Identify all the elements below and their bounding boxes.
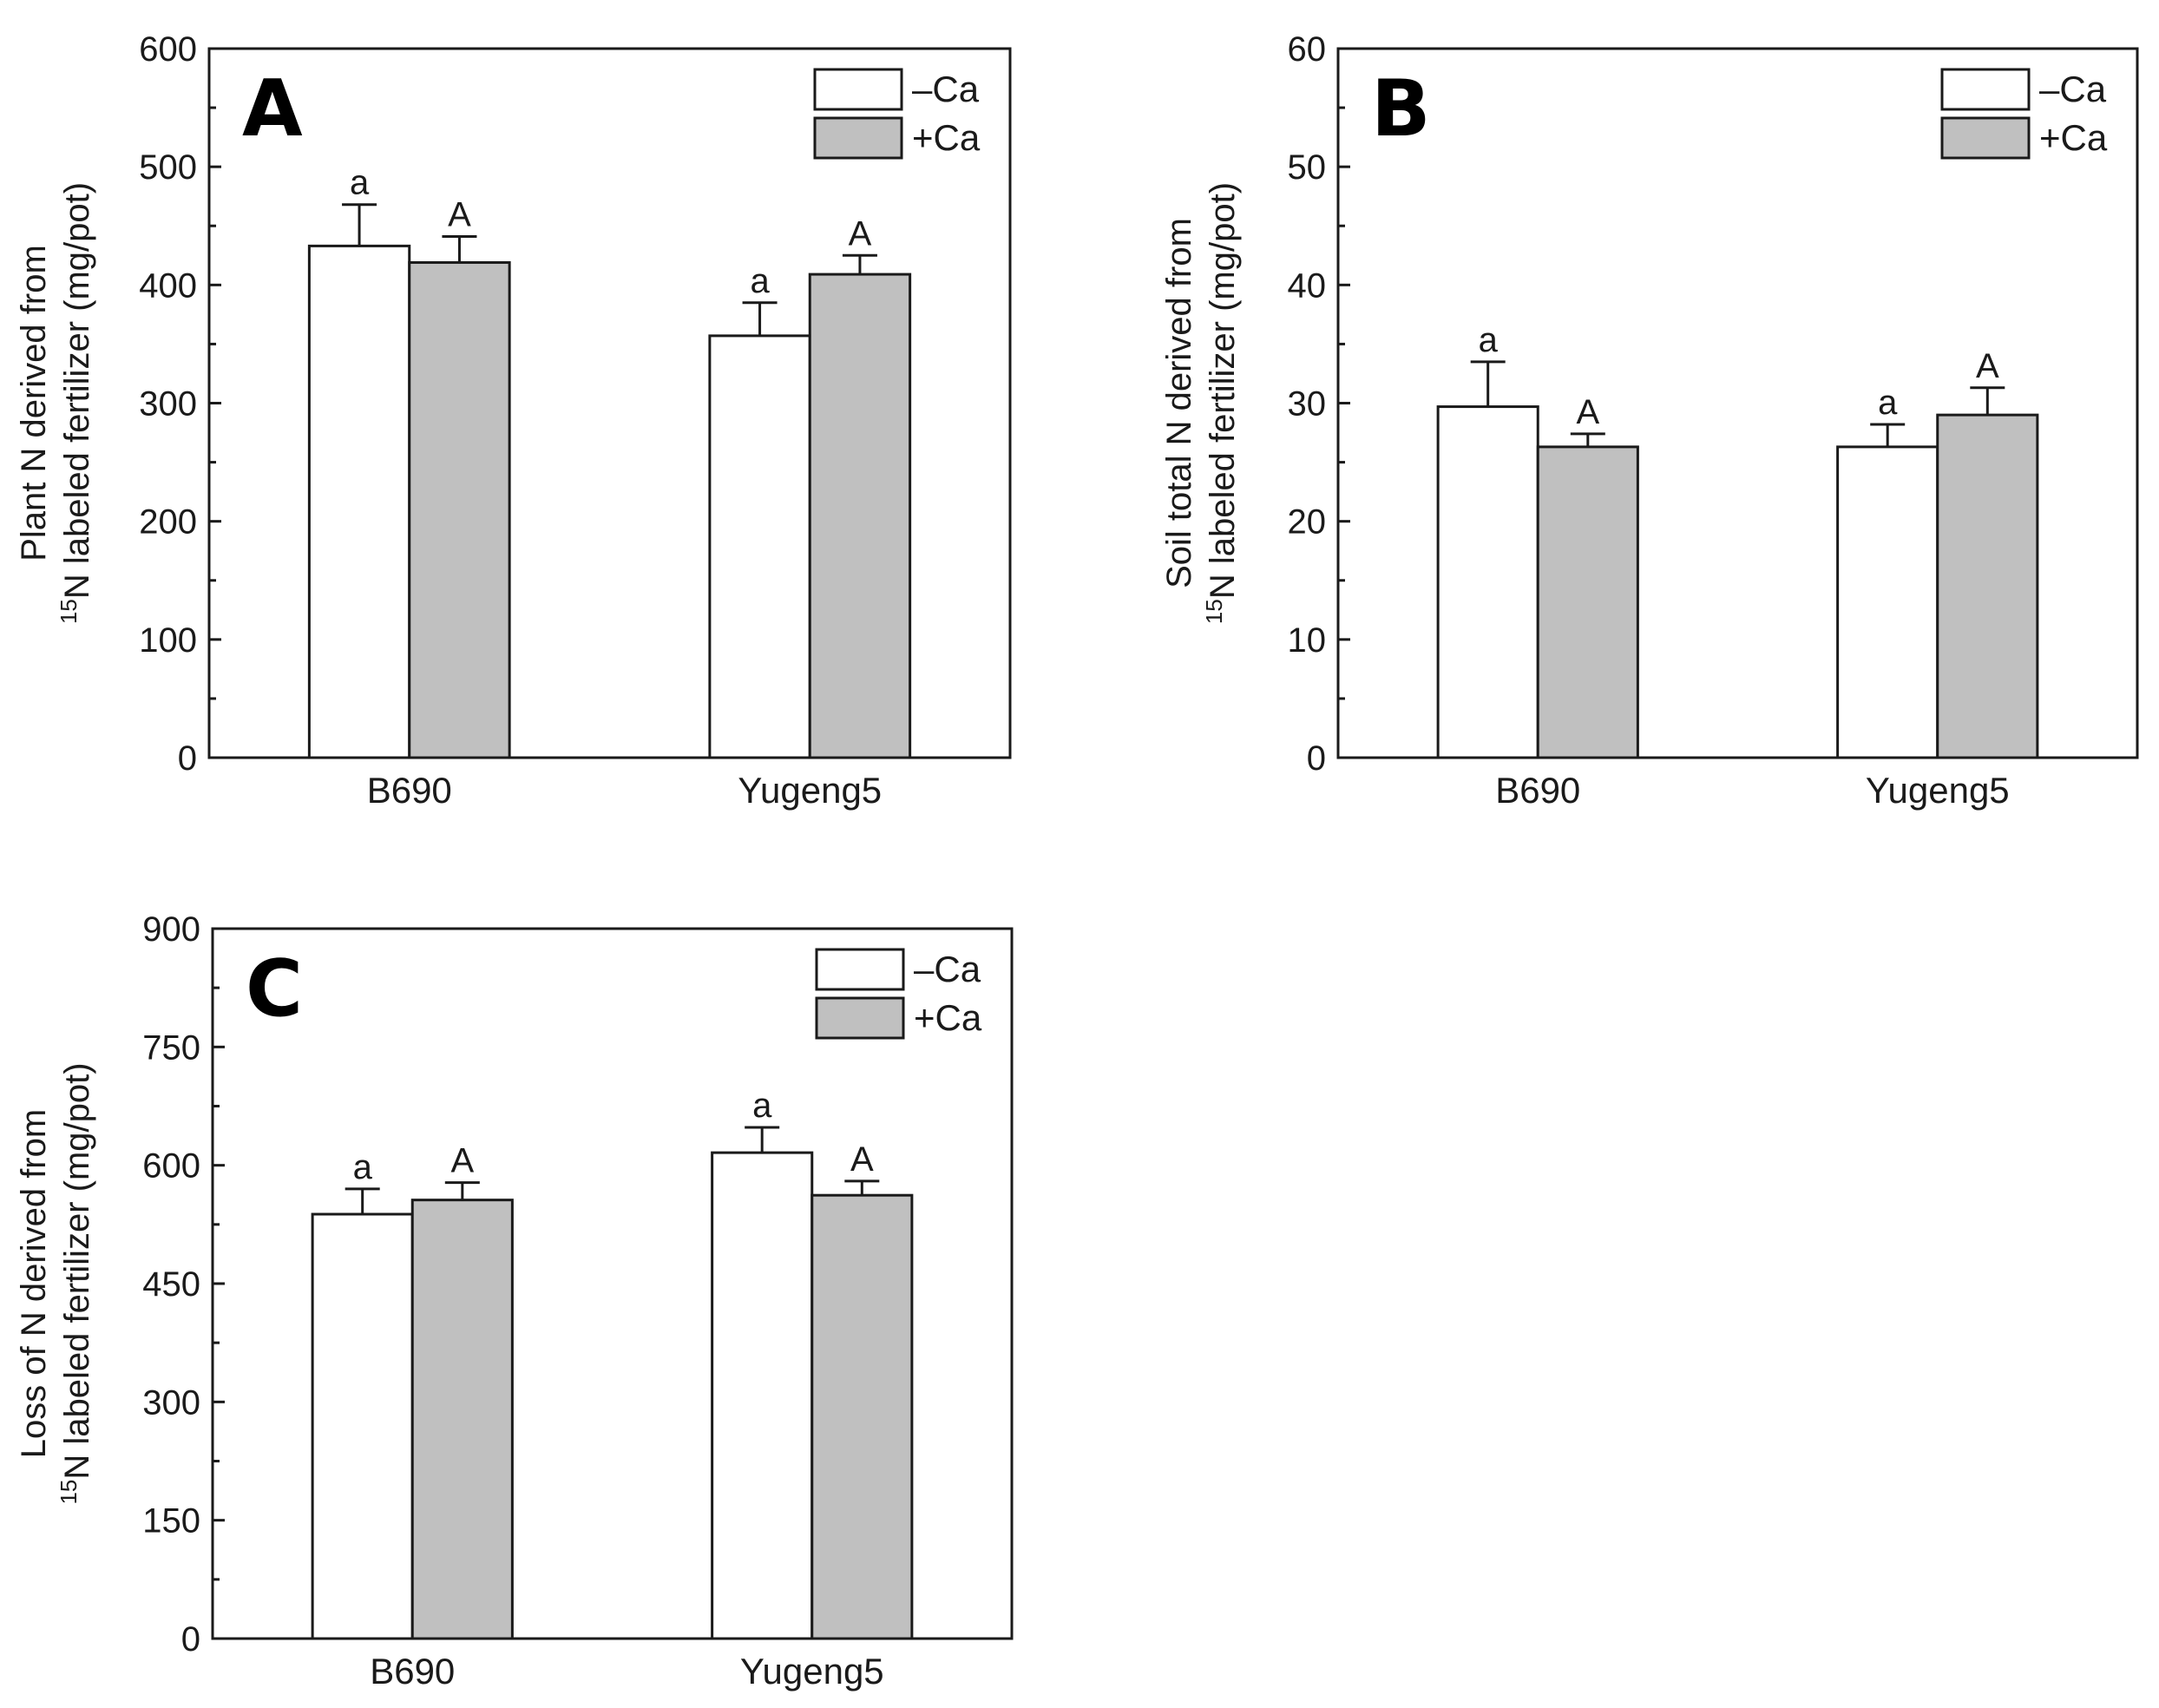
- significance-letter: a: [350, 164, 370, 202]
- y-tick-label: 300: [139, 385, 197, 424]
- y-tick-label: 200: [139, 503, 197, 542]
- x-tick-label: B690: [1495, 770, 1580, 811]
- panel-b: 0 10 20 30 40 50 60 B690 Yugeng5 a A a A B –Ca +Ca Soil …: [1160, 30, 2139, 811]
- bar-plus-ca-yugeng5: [808, 273, 912, 759]
- legend-label: –Ca: [2039, 69, 2107, 109]
- x-tick-label: Yugeng5: [738, 770, 882, 811]
- y-tick-label: 50: [1288, 148, 1327, 187]
- legend-swatch-minus-ca: [813, 68, 903, 111]
- y-tick-label: 400: [139, 266, 197, 305]
- y-axis-label-superscript: 15: [56, 599, 82, 624]
- x-tick-label: Yugeng5: [1866, 770, 2010, 811]
- x-tick-label: B690: [367, 770, 452, 811]
- significance-letter: a: [353, 1148, 373, 1186]
- bar-minus-ca-yugeng5: [708, 334, 811, 759]
- bar-plus-ca-b690: [1536, 445, 1639, 759]
- bar-minus-ca-b690: [1436, 405, 1539, 759]
- significance-letter: a: [752, 1087, 772, 1125]
- y-tick-label: 600: [139, 30, 197, 69]
- significance-letter: A: [448, 196, 471, 234]
- legend-label: +Ca: [912, 117, 981, 158]
- y-axis-label-line1: Plant N derived from: [15, 245, 53, 562]
- bar-minus-ca-b690: [311, 1212, 414, 1640]
- legend-label: –Ca: [914, 949, 981, 989]
- y-axis-label-superscript: 15: [56, 1480, 82, 1505]
- y-tick-label: 60: [1288, 30, 1327, 69]
- y-tick-label: 750: [142, 1028, 200, 1067]
- y-axis-label-line1: Soil total N derived from: [1160, 218, 1198, 588]
- y-tick-label: 500: [139, 148, 197, 187]
- panel-c: 0 150 300 450 600 750 900 B690 Yugeng5 a Aa A C –Ca +C…: [15, 910, 1014, 1692]
- y-axis-label-line2: 15N labeled fertilizer (mg/pot): [1201, 182, 1242, 624]
- panel-letter: C: [246, 943, 303, 1035]
- bar-minus-ca-yugeng5: [1836, 445, 1939, 759]
- significance-letter: a: [1878, 384, 1898, 422]
- legend-swatch-minus-ca: [1940, 68, 2031, 111]
- y-tick-label: 600: [142, 1147, 200, 1186]
- x-tick-label: Yugeng5: [740, 1651, 884, 1692]
- x-tick-label: B690: [370, 1651, 455, 1692]
- panel-letter: B: [1371, 63, 1431, 154]
- y-tick-label: 20: [1288, 503, 1327, 542]
- legend-label: +Ca: [2039, 117, 2108, 158]
- bar-plus-ca-yugeng5: [810, 1193, 914, 1640]
- bar-minus-ca-yugeng5: [711, 1151, 814, 1640]
- panel-letter: A: [242, 63, 303, 154]
- y-tick-label: 10: [1288, 621, 1327, 660]
- bar-plus-ca-b690: [410, 1199, 514, 1640]
- significance-letter: A: [1976, 347, 1999, 385]
- y-tick-label: 30: [1288, 385, 1327, 424]
- legend-swatch-plus-ca: [815, 996, 905, 1040]
- legend-label: –Ca: [912, 69, 980, 109]
- y-tick-label: 900: [142, 910, 200, 949]
- y-tick-label: 300: [142, 1383, 200, 1422]
- y-tick-label: 40: [1288, 266, 1327, 305]
- legend-swatch-plus-ca: [1940, 116, 2031, 160]
- y-axis-label-unit: N labeled fertilizer (mg/pot): [58, 182, 96, 599]
- significance-letter: A: [450, 1142, 474, 1180]
- y-tick-label: 0: [178, 739, 197, 778]
- y-tick-label: 100: [139, 621, 197, 660]
- y-tick-label: 0: [1307, 739, 1326, 778]
- significance-letter: A: [850, 1140, 874, 1179]
- legend-label: +Ca: [914, 997, 982, 1038]
- bar-minus-ca-b690: [307, 244, 411, 759]
- significance-letter: A: [1576, 393, 1599, 431]
- y-tick-label: 150: [142, 1502, 200, 1540]
- legend-swatch-plus-ca: [813, 116, 903, 160]
- bar-plus-ca-yugeng5: [1936, 413, 2039, 759]
- y-axis-label-line2: 15N labeled fertilizer (mg/pot): [56, 1062, 96, 1504]
- bar-plus-ca-b690: [408, 260, 511, 759]
- y-axis-label-unit: N labeled fertilizer (mg/pot): [58, 1062, 96, 1479]
- y-axis-label-line1: Loss of N derived from: [15, 1109, 53, 1458]
- y-axis-label-unit: N labeled fertilizer (mg/pot): [1204, 182, 1242, 599]
- y-tick-label: 0: [181, 1620, 200, 1659]
- significance-letter: A: [849, 214, 872, 253]
- significance-letter: a: [750, 262, 770, 300]
- legend-swatch-minus-ca: [815, 948, 905, 991]
- y-axis-label-line2: 15N labeled fertilizer (mg/pot): [56, 182, 96, 624]
- y-axis-label-superscript: 15: [1201, 599, 1227, 624]
- y-tick-label: 450: [142, 1265, 200, 1304]
- panel-a: 0 100 200 300 400 500 600 B690 Yugeng5 a Aa A A –Ca +C…: [15, 30, 1012, 811]
- significance-letter: a: [1479, 321, 1499, 359]
